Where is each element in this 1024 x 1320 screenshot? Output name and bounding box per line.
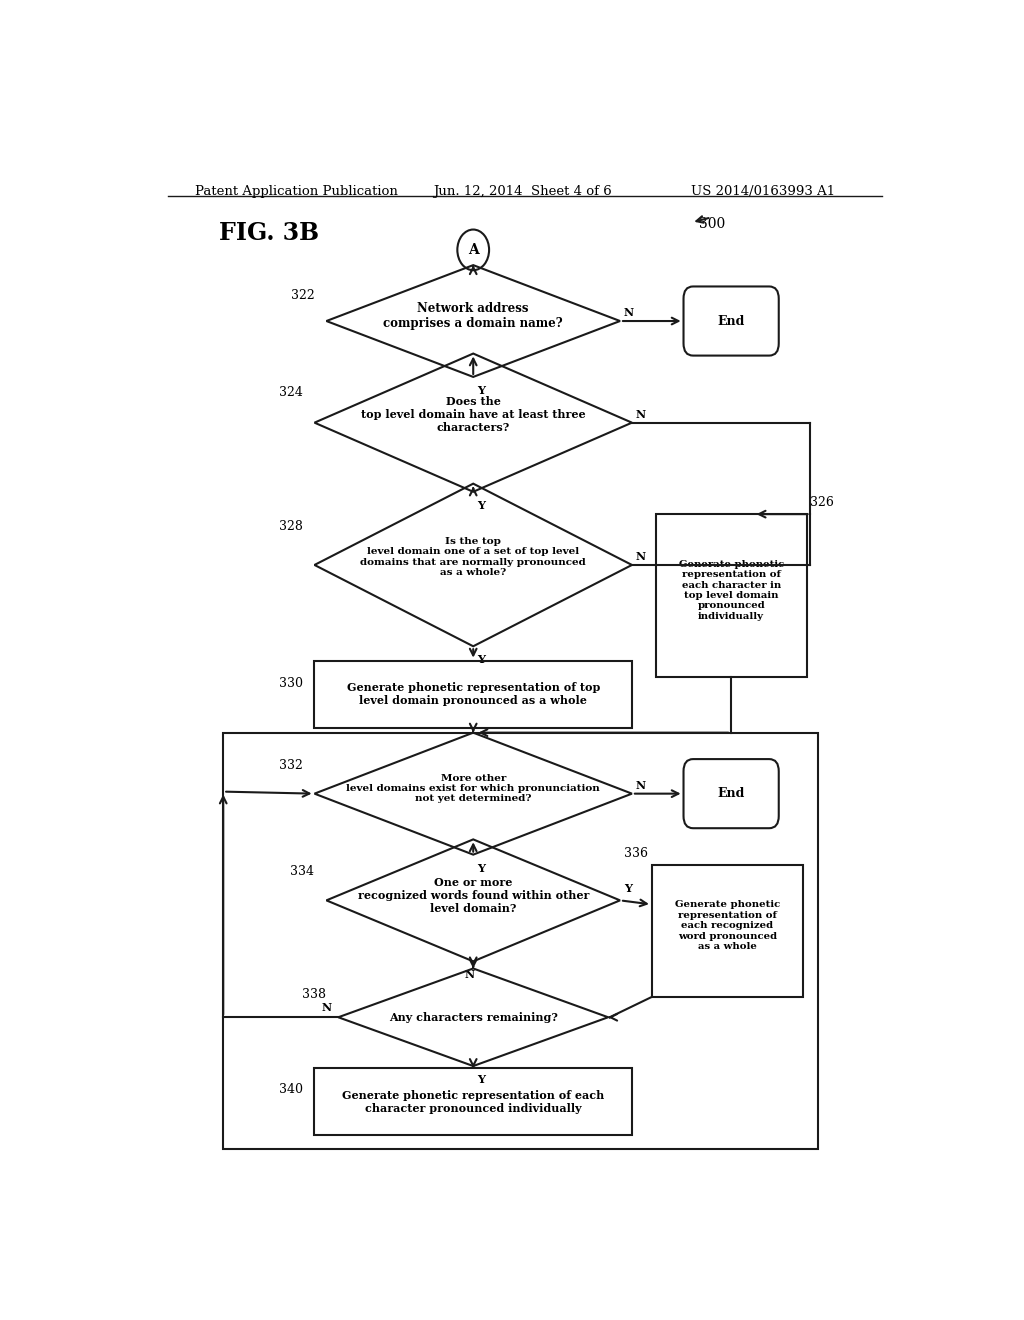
Text: Is the top
level domain one of a set of top level
domains that are normally pron: Is the top level domain one of a set of … xyxy=(360,537,586,577)
Text: End: End xyxy=(718,787,744,800)
Text: N: N xyxy=(322,1002,332,1012)
Text: FIG. 3B: FIG. 3B xyxy=(219,222,319,246)
Text: A: A xyxy=(468,243,478,257)
Text: 322: 322 xyxy=(291,289,314,302)
Text: 332: 332 xyxy=(279,759,303,772)
Text: Generate phonetic
representation of
each character in
top level domain
pronounce: Generate phonetic representation of each… xyxy=(679,560,783,620)
Bar xyxy=(223,733,818,1150)
Text: US 2014/0163993 A1: US 2014/0163993 A1 xyxy=(691,185,836,198)
Text: 336: 336 xyxy=(624,846,648,859)
Text: Does the
top level domain have at least three
characters?: Does the top level domain have at least … xyxy=(360,396,586,433)
Text: Generate phonetic representation of each
character pronounced individually: Generate phonetic representation of each… xyxy=(342,1090,604,1114)
Text: Y: Y xyxy=(477,1074,485,1085)
Text: Patent Application Publication: Patent Application Publication xyxy=(196,185,398,198)
Text: Generate phonetic
representation of
each recognized
word pronounced
as a whole: Generate phonetic representation of each… xyxy=(675,900,780,952)
Text: Y: Y xyxy=(477,655,485,665)
Text: 338: 338 xyxy=(302,989,327,1002)
Text: N: N xyxy=(636,780,646,791)
Text: More other
level domains exist for which pronunciation
not yet determined?: More other level domains exist for which… xyxy=(346,774,600,804)
Text: Network address
comprises a domain name?: Network address comprises a domain name? xyxy=(383,302,563,330)
Text: Y: Y xyxy=(477,500,485,511)
Text: 328: 328 xyxy=(279,520,303,533)
Text: 326: 326 xyxy=(811,496,835,510)
Text: 300: 300 xyxy=(699,218,726,231)
Text: 330: 330 xyxy=(279,677,303,690)
Bar xyxy=(314,1068,632,1135)
Text: N: N xyxy=(624,308,634,318)
Bar xyxy=(652,865,803,997)
Bar xyxy=(314,660,632,727)
Text: 324: 324 xyxy=(279,385,303,399)
Text: One or more
recognized words found within other
level domain?: One or more recognized words found withi… xyxy=(357,876,589,913)
Text: 334: 334 xyxy=(291,866,314,878)
Text: Y: Y xyxy=(477,385,485,396)
Text: Jun. 12, 2014  Sheet 4 of 6: Jun. 12, 2014 Sheet 4 of 6 xyxy=(433,185,612,198)
Text: Generate phonetic representation of top
level domain pronounced as a whole: Generate phonetic representation of top … xyxy=(346,682,600,706)
Bar xyxy=(655,515,807,677)
Text: Y: Y xyxy=(477,863,485,874)
Text: N: N xyxy=(636,409,646,420)
Text: Y: Y xyxy=(624,883,632,894)
Text: 340: 340 xyxy=(279,1082,303,1096)
Text: N: N xyxy=(636,552,646,562)
Text: N: N xyxy=(464,969,474,981)
Text: Any characters remaining?: Any characters remaining? xyxy=(389,1011,558,1023)
Text: End: End xyxy=(718,314,744,327)
